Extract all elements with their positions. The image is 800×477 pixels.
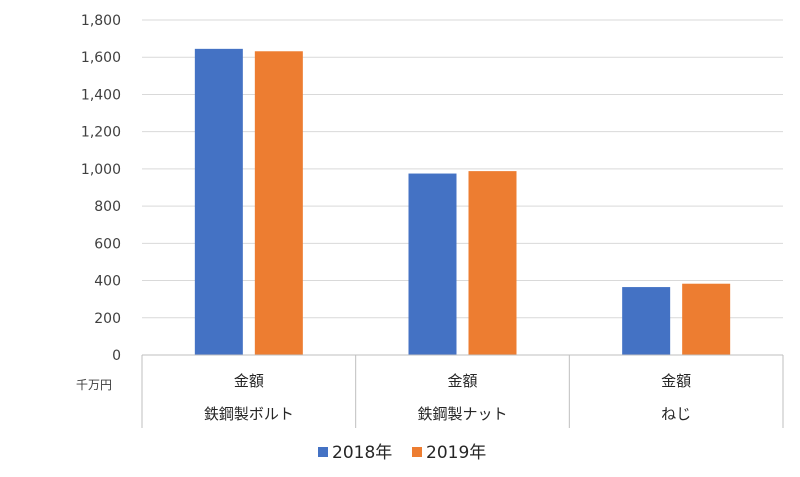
bar (622, 287, 671, 355)
gridlines (142, 19, 783, 356)
legend-label: 2018年 (332, 443, 392, 463)
category-name-label: 鉄鋼製ナット (417, 405, 507, 423)
y-tick-label: 1,600 (81, 50, 121, 66)
bar (194, 48, 243, 355)
category-measure-label: 金額 (234, 372, 264, 390)
category-measure-label: 金額 (447, 372, 477, 390)
bar (682, 283, 731, 355)
y-tick-label: 800 (94, 199, 121, 215)
y-tick-label: 1,000 (81, 162, 121, 178)
y-tick-label: 200 (94, 311, 121, 327)
bar (408, 173, 457, 355)
y-tick-label: 1,200 (81, 125, 121, 141)
legend: 2018年 2019年 (318, 443, 486, 463)
bar (468, 171, 517, 355)
unit-label: 千万円 (76, 378, 112, 392)
y-tick-label: 600 (94, 236, 121, 252)
y-tick-label: 1,400 (81, 87, 121, 103)
bars (194, 48, 731, 356)
y-tick-label: 0 (112, 348, 121, 364)
y-tick-label: 1,800 (81, 13, 121, 29)
category-axis (141, 354, 784, 428)
legend-swatch (412, 447, 422, 457)
legend-label: 2019年 (426, 443, 486, 463)
legend-swatch (318, 447, 328, 457)
category-name-label: ねじ (661, 405, 691, 423)
category-name-label: 鉄鋼製ボルト (204, 405, 294, 423)
bar (254, 51, 303, 356)
y-tick-label: 400 (94, 274, 121, 290)
category-measure-label: 金額 (661, 372, 691, 390)
y-axis-tick-labels: 0 200 400 600 800 1,000 1,200 1,400 1,600 1,800 (81, 13, 121, 364)
